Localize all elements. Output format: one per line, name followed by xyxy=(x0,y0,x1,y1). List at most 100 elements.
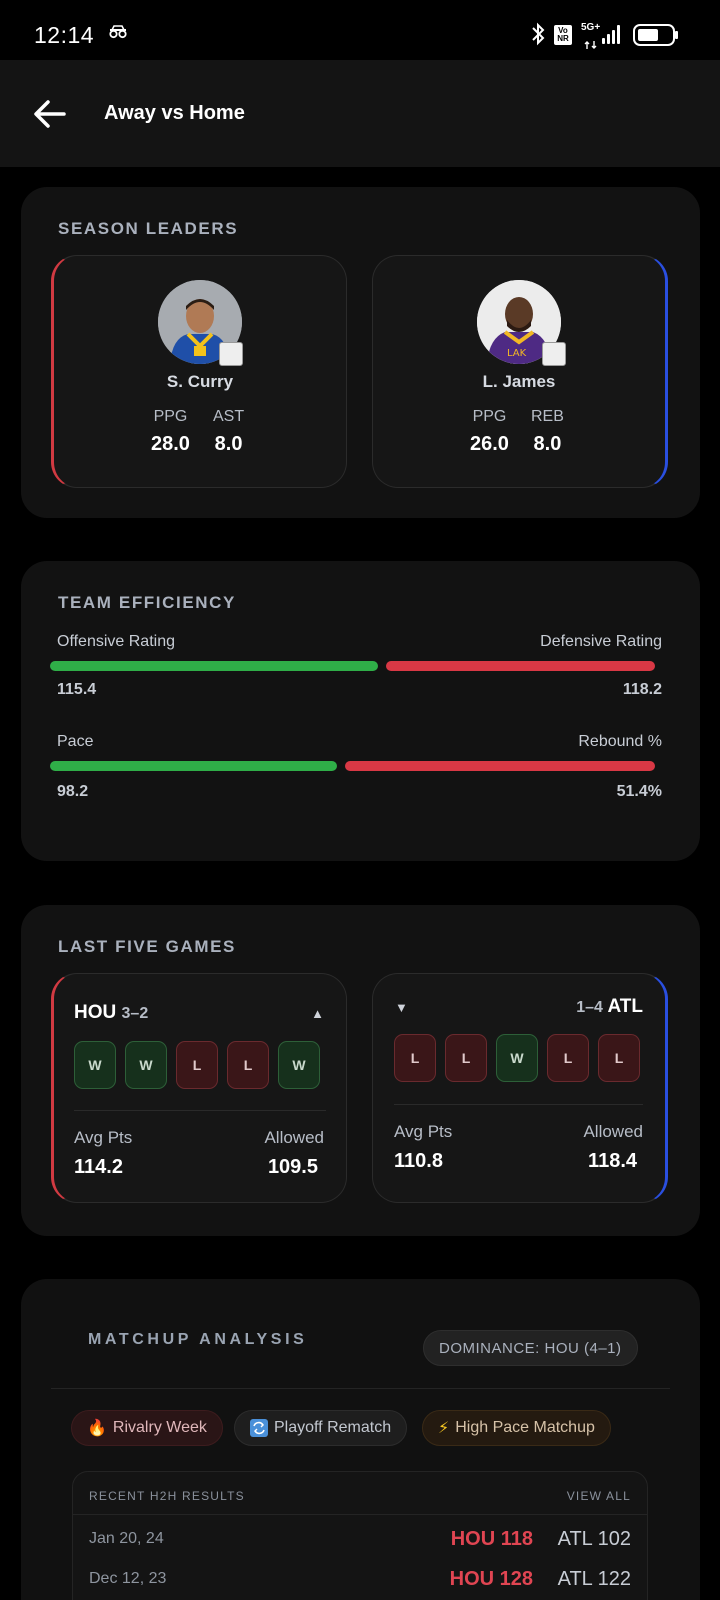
vonr-badge: Vo NR xyxy=(554,25,572,45)
arrow-left-icon xyxy=(34,100,66,128)
battery-icon xyxy=(633,24,679,51)
last-five-card: LAST FIVE GAMES HOU 3–2 ▲ W W L L W Avg … xyxy=(21,905,700,1236)
tag-playoff-rematch[interactable]: Playoff Rematch xyxy=(234,1410,408,1446)
result-pill: L xyxy=(394,1034,436,1082)
team-record: 1–4 ATL xyxy=(576,996,643,1018)
team-abbr: ATL xyxy=(607,996,643,1017)
result-pill: W xyxy=(74,1041,116,1089)
leader-name: S. Curry xyxy=(166,372,234,391)
home-form-card[interactable]: ▼ 1–4 ATL L L W L L Avg Pts 110.8 Allowe… xyxy=(372,973,668,1203)
status-time: 12:14 xyxy=(34,22,95,48)
avg-pts-label: Avg Pts xyxy=(74,1128,133,1147)
efficiency-bar-left xyxy=(50,661,378,671)
fire-icon: 🔥 xyxy=(87,1420,107,1437)
results-row: W W L L W xyxy=(74,1041,320,1089)
record: 1–4 xyxy=(576,999,603,1016)
signal-icon xyxy=(602,24,620,44)
h2h-results-panel: RECENT H2H RESULTS VIEW ALL Jan 20, 24 H… xyxy=(72,1471,648,1600)
season-leaders-card: SEASON LEADERS S. Curry PPG 28.0 AST 8.0 xyxy=(21,187,700,518)
result-pill: W xyxy=(125,1041,167,1089)
page-title: Away vs Home xyxy=(104,102,245,124)
svg-text:LAK: LAK xyxy=(507,348,527,359)
network-type: 5G+ xyxy=(581,22,601,33)
result-pill: L xyxy=(598,1034,640,1082)
away-leader-card[interactable]: S. Curry PPG 28.0 AST 8.0 xyxy=(51,255,347,488)
team-logo-icon xyxy=(219,342,243,366)
efficiency-label-left: Offensive Rating xyxy=(57,633,175,650)
divider xyxy=(51,1388,670,1389)
allowed-label: Allowed xyxy=(264,1128,324,1147)
h2h-row[interactable]: Jan 20, 24 HOU 118 ATL 102 xyxy=(89,1520,631,1560)
avg-pts-value: 114.2 xyxy=(74,1156,123,1178)
stat-value: 8.0 xyxy=(533,433,562,455)
triangle-up-icon: ▲ xyxy=(311,1006,324,1021)
efficiency-bar-left xyxy=(50,761,337,771)
avg-pts-value: 110.8 xyxy=(394,1150,443,1172)
tag-label: High Pace Matchup xyxy=(455,1419,595,1436)
stat-ast: AST 8.0 xyxy=(213,408,244,456)
efficiency-label-right: Defensive Rating xyxy=(540,633,662,650)
h2h-loser: ATL 122 xyxy=(557,1568,631,1590)
stat-value: 8.0 xyxy=(214,433,243,455)
efficiency-label-right: Rebound % xyxy=(578,733,662,750)
team-record: HOU 3–2 xyxy=(74,1002,148,1024)
divider xyxy=(73,1514,647,1515)
result-pill: L xyxy=(547,1034,589,1082)
result-pill: W xyxy=(278,1041,320,1089)
avg-pts-label: Avg Pts xyxy=(394,1122,453,1141)
divider xyxy=(74,1110,326,1111)
allowed-label: Allowed xyxy=(583,1122,643,1141)
h2h-date: Jan 20, 24 xyxy=(89,1530,164,1547)
efficiency-bar-right xyxy=(386,661,655,671)
section-title: LAST FIVE GAMES xyxy=(58,937,236,956)
results-row: L L W L L xyxy=(394,1034,640,1082)
allowed-value: 109.5 xyxy=(267,1156,318,1178)
h2h-title: RECENT H2H RESULTS xyxy=(89,1489,245,1503)
home-leader-card[interactable]: LAK L. James PPG 26.0 REB 8.0 xyxy=(372,255,668,488)
avatar xyxy=(158,280,242,364)
stat-label: PPG xyxy=(153,408,188,425)
divider xyxy=(394,1104,643,1105)
efficiency-value-right: 51.4% xyxy=(616,783,662,800)
result-pill: L xyxy=(227,1041,269,1089)
section-title: MATCHUP ANALYSIS xyxy=(88,1331,308,1348)
back-button[interactable] xyxy=(30,94,70,134)
stat-value: 26.0 xyxy=(470,433,509,455)
status-bar: 12:14 Vo NR 5G+ xyxy=(0,0,720,60)
leader-name: L. James xyxy=(482,372,556,391)
stat-ppg: PPG 26.0 xyxy=(470,408,509,456)
efficiency-value-left: 115.4 xyxy=(57,681,97,698)
section-title: SEASON LEADERS xyxy=(58,219,239,238)
efficiency-label-left: Pace xyxy=(57,733,94,750)
team-abbr: HOU xyxy=(74,1002,117,1023)
avatar: LAK xyxy=(477,280,561,364)
efficiency-value-left: 98.2 xyxy=(57,783,89,800)
allowed-value: 118.4 xyxy=(588,1150,637,1172)
matchup-analysis-card: MATCHUP ANALYSIS DOMINANCE: HOU (4–1) 🔥 … xyxy=(21,1279,700,1600)
h2h-date: Dec 12, 23 xyxy=(89,1570,167,1587)
glasses-icon xyxy=(108,25,128,44)
stat-reb: REB 8.0 xyxy=(531,408,564,456)
data-arrows-icon xyxy=(584,36,598,49)
dominance-badge: DOMINANCE: HOU (4–1) xyxy=(423,1330,638,1366)
h2h-winner: HOU 128 xyxy=(449,1568,533,1590)
result-pill: L xyxy=(176,1041,218,1089)
result-pill: W xyxy=(496,1034,538,1082)
lightning-icon: ⚡ xyxy=(438,1420,450,1437)
h2h-row[interactable]: Dec 12, 23 HOU 128 ATL 122 xyxy=(89,1560,631,1600)
stat-label: PPG xyxy=(472,408,507,425)
tag-rivalry-week[interactable]: 🔥 Rivalry Week xyxy=(71,1410,223,1446)
tag-label: Playoff Rematch xyxy=(274,1419,392,1436)
tag-label: Rivalry Week xyxy=(112,1419,207,1436)
h2h-winner: HOU 118 xyxy=(450,1528,533,1550)
bluetooth-icon xyxy=(531,22,545,51)
section-title: TEAM EFFICIENCY xyxy=(58,593,236,612)
stat-label: REB xyxy=(531,408,564,425)
app-header: Away vs Home xyxy=(0,60,720,167)
stat-value: 28.0 xyxy=(151,433,190,455)
away-form-card[interactable]: HOU 3–2 ▲ W W L L W Avg Pts 114.2 Allowe… xyxy=(51,973,347,1203)
triangle-down-icon: ▼ xyxy=(395,1000,408,1015)
view-all-link[interactable]: VIEW ALL xyxy=(566,1489,631,1503)
efficiency-bar-right xyxy=(345,761,655,771)
tag-high-pace[interactable]: ⚡ High Pace Matchup xyxy=(422,1410,611,1446)
